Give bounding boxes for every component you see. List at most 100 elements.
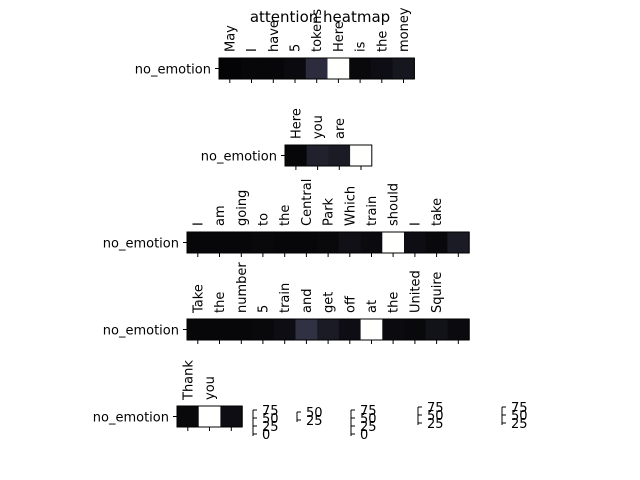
token-label: are — [333, 118, 348, 139]
heatmap-cell — [317, 319, 340, 340]
row-label: no_emotion — [93, 411, 169, 426]
token-label: Here — [289, 108, 304, 139]
row-label: no_emotion — [103, 324, 179, 339]
colorbar-tick-label: 25 — [306, 414, 323, 429]
heatmap-cell — [306, 145, 329, 166]
token-label: train — [365, 196, 380, 226]
heatmap-cell — [230, 232, 253, 253]
token-label: I — [408, 222, 423, 226]
colorbar-tick-label: 50 — [427, 409, 444, 424]
heatmap-cell — [404, 232, 427, 253]
heatmap-cell — [360, 232, 383, 253]
token-label: 5 — [256, 305, 271, 313]
token-label: the — [375, 31, 390, 52]
heatmap-cell — [219, 58, 242, 79]
heatmap-cell — [273, 232, 297, 253]
heatmap-cell — [220, 406, 243, 427]
token-label: train — [278, 283, 293, 313]
token-label: at — [365, 300, 380, 313]
heatmap-cell — [404, 319, 427, 340]
heatmap-cell — [187, 319, 210, 340]
token-label: 5 — [289, 44, 304, 52]
token-label: and — [300, 289, 315, 313]
heatmap-cell — [382, 319, 405, 340]
token-label: you — [311, 115, 326, 139]
colorbar-tick-label: 25 — [427, 417, 444, 432]
colorbar-tick-label: 75 — [262, 404, 279, 419]
heatmap-cell — [425, 232, 448, 253]
heatmap-cell — [208, 232, 231, 253]
heatmap-cell — [295, 232, 318, 253]
heatmap-cell — [198, 406, 221, 427]
heatmap-cell — [360, 319, 383, 340]
token-label: I — [245, 48, 260, 52]
heatmap-cell — [230, 319, 253, 340]
heatmap-cell — [447, 232, 470, 253]
colorbar-tick-label: 50 — [262, 412, 279, 427]
heatmap-cell — [317, 232, 340, 253]
token-label: should — [387, 183, 402, 226]
heatmap-cell — [187, 232, 210, 253]
heatmap-cell — [252, 319, 275, 340]
heatmap-cell — [273, 319, 297, 340]
token-label: Park — [322, 197, 337, 226]
token-label: United — [408, 270, 423, 313]
token-label: am — [213, 205, 228, 226]
token-label: get — [322, 292, 337, 313]
colorbar-tick-label: 50 — [306, 406, 323, 421]
token-label: you — [203, 376, 218, 400]
heatmap-cell — [262, 58, 285, 79]
token-label: tokens — [310, 9, 325, 52]
heatmap-cell — [338, 232, 362, 253]
heatmap-cell — [208, 319, 231, 340]
token-label: Thank — [181, 360, 196, 401]
heatmap-cell — [252, 232, 275, 253]
token-label: the — [387, 292, 402, 313]
token-label: off — [343, 295, 358, 313]
heatmap-cell — [350, 145, 373, 166]
row-label: no_emotion — [135, 63, 211, 78]
token-label: Which — [343, 186, 358, 226]
token-label: take — [430, 198, 445, 226]
token-label: Take — [191, 284, 206, 314]
heatmap-cell — [328, 145, 351, 166]
token-label: number — [235, 262, 250, 313]
colorbar-tick-label: 75 — [427, 401, 444, 416]
colorbar-tick-label: 75 — [511, 401, 528, 416]
token-label: to — [256, 213, 271, 226]
token-label: May — [223, 25, 238, 52]
colorbar-tick-label: 75 — [360, 404, 377, 419]
token-label: I — [191, 222, 206, 226]
heatmap-cell — [305, 58, 329, 79]
heatmap-cell — [425, 319, 448, 340]
token-label: is — [354, 41, 369, 52]
colorbar-tick-label: 0 — [360, 428, 368, 443]
token-label: Squire — [430, 272, 445, 313]
colorbar-tick-label: 25 — [262, 420, 279, 435]
token-label: money — [397, 7, 412, 52]
token-label: have — [267, 20, 282, 52]
token-label: the — [213, 292, 228, 313]
token-label: Central — [300, 179, 315, 226]
colorbar-tick-label: 0 — [262, 428, 270, 443]
chart-title: attention heatmap — [250, 8, 390, 26]
heatmap-cell — [240, 58, 263, 79]
token-label: the — [278, 205, 293, 226]
heatmap-cell — [327, 58, 350, 79]
heatmap-cell — [370, 58, 394, 79]
token-label: going — [235, 190, 250, 226]
heatmap-cell — [392, 58, 415, 79]
colorbar-tick-label: 50 — [511, 409, 528, 424]
heatmap-cell — [382, 232, 405, 253]
colorbar-tick-label: 50 — [360, 412, 377, 427]
heatmap-cell — [285, 145, 308, 166]
row-label: no_emotion — [103, 237, 179, 252]
heatmap-cell — [177, 406, 200, 427]
heatmap-cell — [447, 319, 470, 340]
heatmap-cell — [295, 319, 318, 340]
row-label: no_emotion — [201, 150, 277, 165]
heatmap-cell — [349, 58, 372, 79]
heatmap-cell — [338, 319, 362, 340]
colorbar-tick-label: 25 — [360, 420, 377, 435]
